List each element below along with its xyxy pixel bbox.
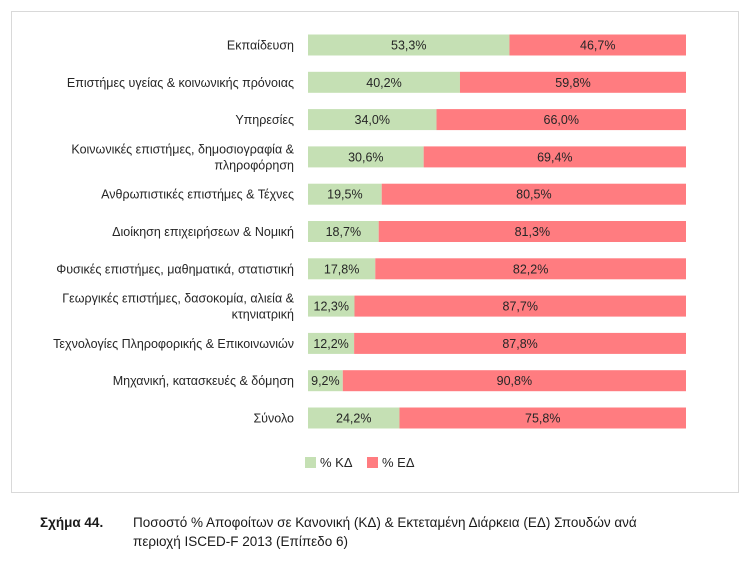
- category-label: Γεωργικές επιστήμες, δασοκομία, αλιεία &: [62, 292, 294, 306]
- data-label-ed: 82,2%: [513, 262, 548, 276]
- bar-ed: [459, 71, 686, 93]
- data-label-kd: 34,0%: [355, 113, 390, 127]
- caption-text-line2: περιοχή ISCED-F 2013 (Επίπεδο 6): [133, 534, 348, 549]
- data-label-ed: 81,3%: [515, 225, 550, 239]
- bar-kd: [308, 34, 510, 56]
- bar-kd: [308, 146, 424, 168]
- stacked-bar-chart: 53,3% 46,7% Εκπαίδευση 40,2% 59,8% Επιστήμες …: [53, 34, 686, 470]
- bar-ed: [378, 221, 686, 242]
- category-label: Σύνολο: [253, 412, 294, 426]
- data-label-ed: 87,8%: [502, 337, 537, 351]
- data-label-ed: 90,8%: [497, 374, 532, 388]
- bar-kd: [308, 183, 382, 205]
- data-label-kd: 40,2%: [366, 76, 401, 90]
- category-label: Επιστήμες υγείας & κοινωνικής πρόνοιας: [67, 76, 294, 90]
- data-label-ed: 66,0%: [544, 113, 579, 127]
- bar-kd: [308, 370, 343, 392]
- data-label-ed: 80,5%: [516, 188, 551, 202]
- data-label-ed: 69,4%: [537, 150, 572, 164]
- data-label-kd: 53,3%: [391, 39, 426, 53]
- bar-ed: [436, 109, 686, 131]
- data-label-kd: 24,2%: [336, 412, 371, 426]
- bars-layer: [308, 34, 686, 429]
- bar-kd: [308, 258, 376, 280]
- data-label-kd: 12,3%: [314, 300, 349, 314]
- bar-ed: [354, 295, 686, 317]
- legend-label-ed: % ΕΔ: [382, 455, 415, 470]
- legend-swatch-ed: [367, 457, 378, 468]
- figure-number: Σχήμα 44.: [40, 515, 104, 530]
- category-label: Μηχανική, κατασκευές & δόμηση: [113, 374, 294, 388]
- bar-ed: [423, 146, 686, 168]
- data-label-ed: 46,7%: [580, 39, 615, 53]
- bar-kd: [308, 407, 400, 429]
- data-label-kd: 18,7%: [326, 225, 361, 239]
- bar-ed: [342, 370, 686, 392]
- data-label-kd: 17,8%: [324, 262, 359, 276]
- bar-kd: [308, 221, 379, 242]
- category-label: Τεχνολογίες Πληροφορικής & Επικοινωνιών: [53, 337, 294, 351]
- data-label-ed: 87,7%: [503, 300, 538, 314]
- chart-frame: 53,3% 46,7% Εκπαίδευση 40,2% 59,8% Επιστήμες …: [11, 11, 739, 493]
- category-label: κτηνιατρική: [232, 308, 294, 322]
- labels-layer: 53,3% 46,7% Εκπαίδευση 40,2% 59,8% Επιστήμες …: [53, 39, 615, 426]
- category-label: Ανθρωπιστικές επιστήμες & Τέχνες: [101, 188, 294, 202]
- bar-ed: [354, 332, 686, 354]
- bar-ed: [399, 407, 686, 429]
- bar-kd: [308, 71, 460, 93]
- category-label: Κοινωνικές επιστήμες, δημοσιογραφία &: [71, 142, 294, 156]
- bar-ed: [509, 34, 686, 56]
- data-label-ed: 75,8%: [525, 412, 560, 426]
- data-label-kd: 30,6%: [348, 150, 383, 164]
- bar-ed: [375, 258, 686, 280]
- category-label: Υπηρεσίες: [235, 113, 294, 127]
- bar-kd: [308, 295, 355, 317]
- bar-kd: [308, 332, 355, 354]
- data-label-ed: 59,8%: [555, 76, 590, 90]
- bar-kd: [308, 109, 437, 131]
- legend-swatch-kd: [305, 457, 316, 468]
- category-label: Φυσικές επιστήμες, μαθηματικά, στατιστικ…: [56, 262, 294, 276]
- data-label-kd: 9,2%: [311, 374, 340, 388]
- category-label: Διοίκηση επιχειρήσεων & Νομική: [112, 225, 294, 239]
- category-label: Εκπαίδευση: [227, 39, 294, 53]
- category-label: πληροφόρηση: [214, 158, 294, 172]
- legend-label-kd: % ΚΔ: [320, 455, 353, 470]
- caption-text-line1: Ποσοστό % Αποφοίτων σε Κανονική (ΚΔ) & Ε…: [133, 515, 637, 530]
- data-label-kd: 19,5%: [327, 188, 362, 202]
- data-label-kd: 12,2%: [313, 337, 348, 351]
- figure-caption: Σχήμα 44. Ποσοστό % Αποφοίτων σε Κανονική…: [40, 513, 740, 551]
- legend: % ΚΔ % ΕΔ: [305, 455, 415, 470]
- bar-ed: [381, 183, 686, 205]
